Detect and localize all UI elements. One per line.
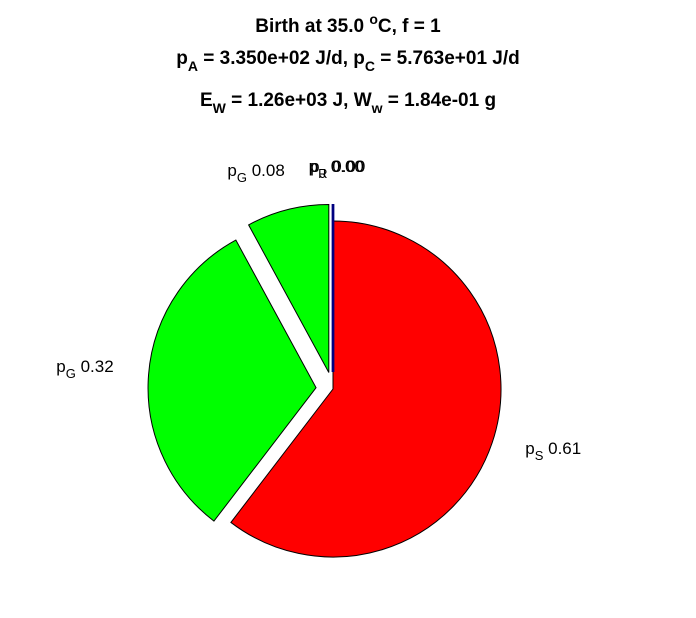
pie-slice-g-1 [147, 239, 317, 522]
title-line-3: EW = 1.26e+03 J, Ww = 1.84e-01 g [200, 90, 496, 116]
pie-label-r-3: pR 0.00 [309, 157, 366, 181]
pie-slice-g-2 [247, 204, 330, 373]
pie-label-s-0: pS 0.61 [525, 439, 581, 463]
pie-label-g-2: pG 0.08 [227, 161, 284, 185]
pie-label-j-4: pJ 0.00 [310, 157, 364, 181]
title-line-1: Birth at 35.0 oC, f = 1 [255, 11, 441, 37]
pie-label-g-1: pG 0.32 [56, 357, 113, 381]
title-line-2: pA = 3.350e+02 J/d, pC = 5.763e+01 J/d [176, 48, 520, 74]
chart-title: Birth at 35.0 oC, f = 1 pA = 3.350e+02 J… [176, 11, 520, 116]
pie-slice-s-0 [230, 220, 502, 558]
pie-slices [147, 204, 502, 558]
